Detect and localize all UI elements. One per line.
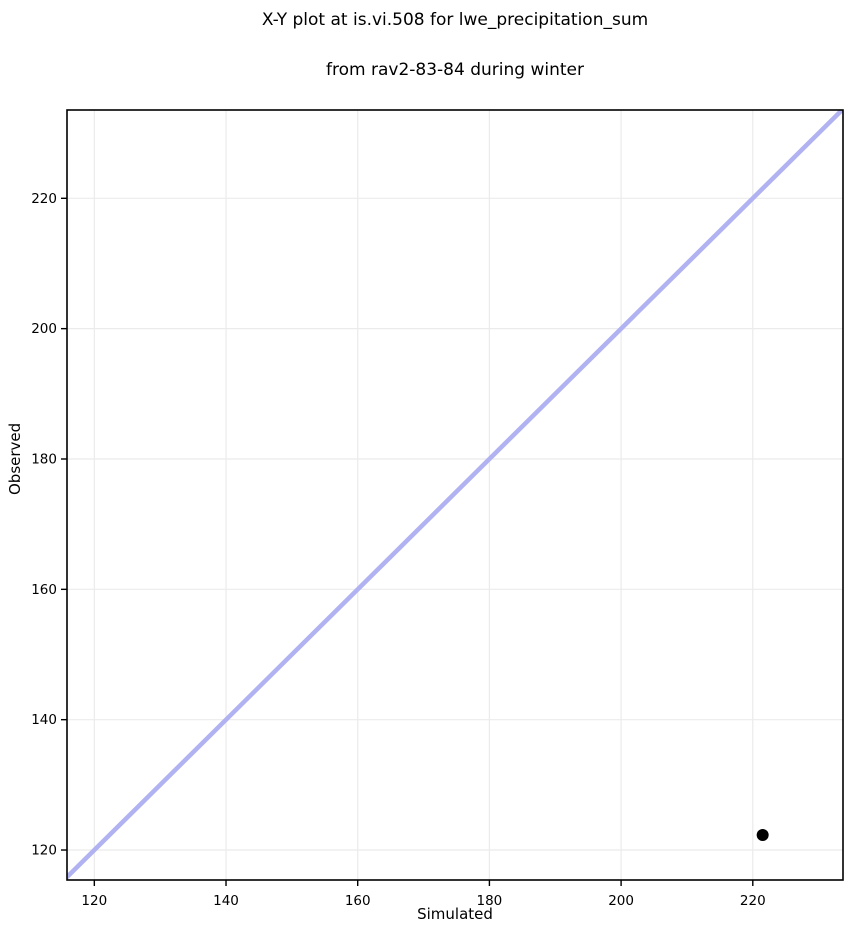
data-point — [756, 829, 769, 842]
axes-spines — [66, 109, 844, 881]
x-tick-label: 140 — [213, 893, 239, 909]
y-tick-label: 180 — [31, 451, 57, 467]
chart-title-line1: X-Y plot at is.vi.508 for lwe_precipitat… — [261, 10, 649, 30]
y-tick-label: 120 — [31, 843, 57, 859]
x-tick-label: 220 — [740, 893, 766, 909]
y-tick-label: 140 — [31, 712, 57, 728]
identity-line — [67, 110, 843, 880]
y-tick-label: 200 — [31, 321, 57, 337]
x-tick-label: 160 — [345, 893, 371, 909]
x-tick-label: 200 — [608, 893, 634, 909]
x-axis-label: Simulated — [417, 905, 493, 923]
x-tick-label: 120 — [81, 893, 107, 909]
y-tick-label: 220 — [31, 191, 57, 207]
chart-title-line2: from rav2-83-84 during winter — [326, 60, 584, 80]
y-tick-label: 160 — [31, 582, 57, 598]
x-tick-label: 180 — [477, 893, 503, 909]
chart-title: X-Y plot at is.vi.508 for lwe_precipitat… — [67, 8, 843, 83]
